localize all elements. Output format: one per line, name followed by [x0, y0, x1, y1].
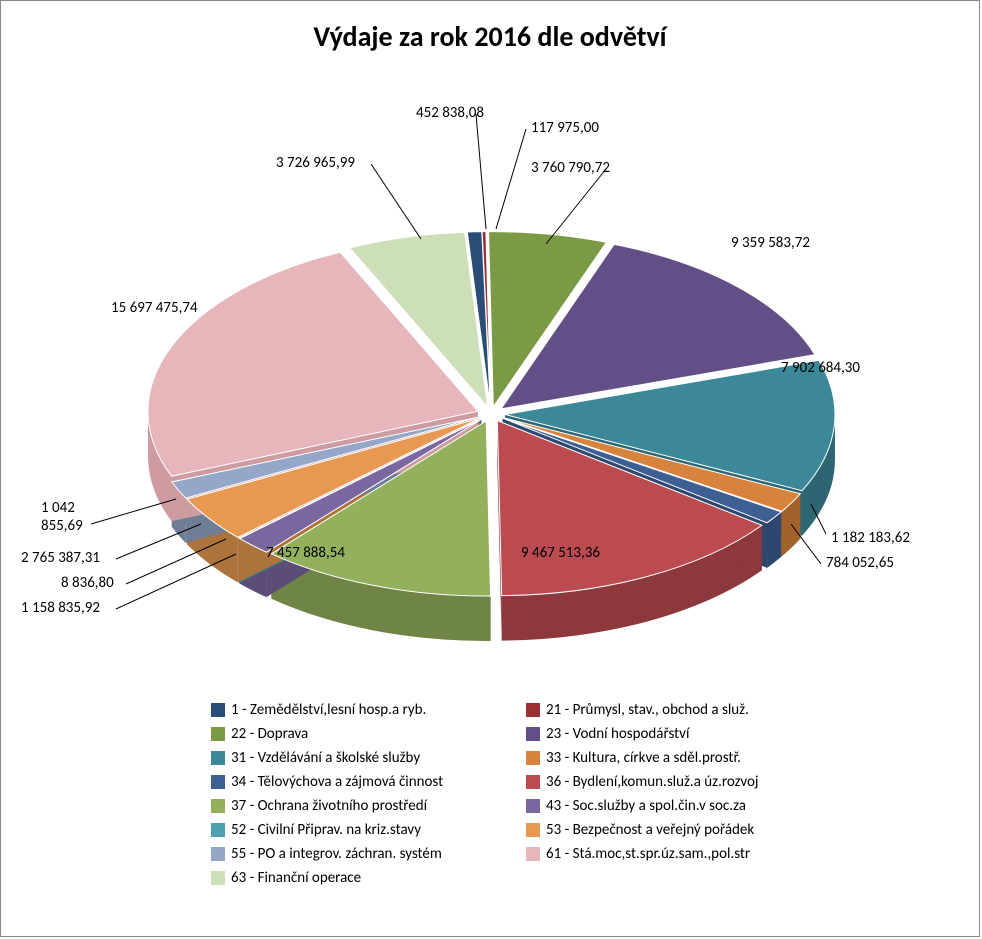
legend-swatch [526, 847, 540, 861]
legend-item: 33 - Kultura, církve a sděl.prostř. [526, 749, 831, 767]
leader-line [546, 169, 606, 244]
legend-swatch [526, 751, 540, 765]
data-label: 3 760 790,72 [531, 159, 610, 177]
legend-swatch [526, 727, 540, 741]
chart-area: 452 838,08 117 975,00 3 760 790,72 9 359 58… [1, 54, 979, 674]
legend-swatch [211, 727, 225, 741]
legend-label: 63 - Finanční operace [231, 869, 361, 887]
legend-swatch [211, 775, 225, 789]
legend-swatch [526, 703, 540, 717]
leader-line [116, 554, 236, 609]
legend-label: 23 - Vodní hospodářství [546, 725, 689, 743]
data-label: 117 975,00 [531, 119, 599, 137]
legend-label: 52 - Civilní Připrav. na kriz.stavy [231, 821, 421, 839]
leader-line [811, 504, 826, 534]
legend-swatch [211, 847, 225, 861]
legend-item: 52 - Civilní Připrav. na kriz.stavy [211, 821, 516, 839]
data-label: 1 158 835,92 [21, 599, 100, 617]
legend-swatch [211, 751, 225, 765]
legend-label: 36 - Bydlení,komun.služ.a úz.rozvoj [546, 773, 759, 791]
legend-label: 34 - Tělovýchova a zájmová činnost [231, 773, 443, 791]
legend-swatch [526, 823, 540, 837]
legend-label: 53 - Bezpečnost a veřejný pořádek [546, 821, 754, 839]
legend-item: 61 - Stá.moc,st.spr.úz.sam.,pol.str [526, 845, 831, 863]
legend-label: 55 - PO a integrov. záchran. systém [231, 845, 442, 863]
legend-item: 31 - Vzdělávání a školské služby [211, 749, 516, 767]
legend-swatch [211, 703, 225, 717]
chart-container: Výdaje za rok 2016 dle odvětví 452 838,0… [0, 0, 980, 937]
legend-swatch [211, 871, 225, 885]
legend-swatch [526, 799, 540, 813]
leader-line [371, 164, 421, 239]
leader-line [476, 114, 486, 229]
legend-label: 37 - Ochrana životního prostředí [231, 797, 427, 815]
leader-line [91, 499, 176, 524]
legend-label: 21 - Průmysl, stav., obchod a služ. [546, 701, 749, 719]
legend-item: 53 - Bezpečnost a veřejný pořádek [526, 821, 831, 839]
legend-label: 31 - Vzdělávání a školské služby [231, 749, 420, 767]
legend-item: 23 - Vodní hospodářství [526, 725, 831, 743]
legend-swatch [211, 799, 225, 813]
legend-item: 55 - PO a integrov. záchran. systém [211, 845, 516, 863]
legend-item: 34 - Tělovýchova a zájmová činnost [211, 773, 516, 791]
data-label: 1 042 855,69 [41, 499, 83, 535]
legend: 1 - Zemědělství,lesní hosp.a ryb. 21 - Pr… [211, 701, 831, 887]
data-label: 9 467 513,36 [521, 544, 600, 562]
data-label: 452 838,08 [416, 104, 484, 122]
data-label: 7 902 684,30 [781, 359, 860, 377]
data-label: 3 726 965,99 [276, 154, 355, 172]
legend-label: 33 - Kultura, církve a sděl.prostř. [546, 749, 741, 767]
legend-item: 21 - Průmysl, stav., obchod a služ. [526, 701, 831, 719]
legend-item: 43 - Soc.služby a spol.čin.v soc.za [526, 797, 831, 815]
legend-item: 63 - Finanční operace [211, 869, 516, 887]
legend-label: 43 - Soc.služby a spol.čin.v soc.za [546, 797, 746, 815]
legend-item: 37 - Ochrana životního prostředí [211, 797, 516, 815]
chart-title: Výdaje za rok 2016 dle odvětví [1, 19, 979, 54]
legend-swatch [526, 775, 540, 789]
leader-line [496, 129, 526, 229]
legend-item: 36 - Bydlení,komun.služ.a úz.rozvoj [526, 773, 831, 791]
data-label: 15 697 475,74 [111, 299, 198, 317]
legend-label: 61 - Stá.moc,st.spr.úz.sam.,pol.str [546, 845, 750, 863]
leader-line [791, 524, 821, 564]
data-label: 1 182 183,62 [831, 529, 910, 547]
legend-label: 1 - Zemědělství,lesní hosp.a ryb. [231, 701, 426, 719]
data-label: 8 836,80 [61, 574, 114, 592]
legend-swatch [211, 823, 225, 837]
legend-item: 22 - Doprava [211, 725, 516, 743]
leader-line [126, 539, 226, 584]
data-label: 2 765 387,31 [21, 549, 100, 567]
data-label: 784 052,65 [826, 554, 894, 572]
data-label: 7 457 888,54 [266, 544, 345, 562]
data-label: 9 359 583,72 [731, 234, 810, 252]
legend-item: 1 - Zemědělství,lesní hosp.a ryb. [211, 701, 516, 719]
legend-label: 22 - Doprava [231, 725, 308, 743]
leader-line [116, 524, 201, 559]
